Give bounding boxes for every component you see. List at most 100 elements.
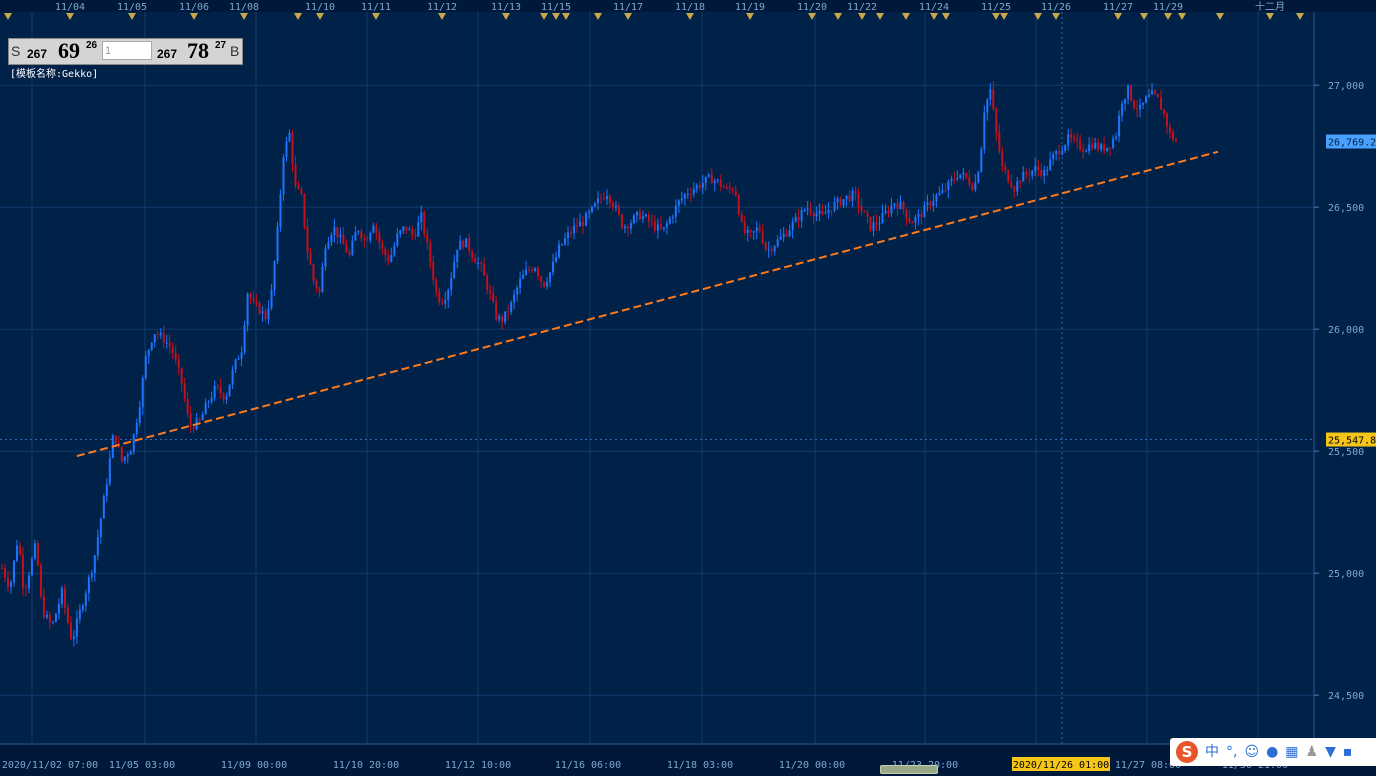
grid-icon[interactable]: ▪ — [1342, 744, 1353, 760]
trendline-layer[interactable] — [76, 150, 1219, 458]
bull-candle — [549, 272, 552, 282]
bear-candle — [1058, 151, 1061, 155]
bid-sup-price[interactable]: 26 — [86, 40, 98, 51]
bull-candle — [662, 227, 665, 229]
bull-candle — [959, 174, 962, 178]
y-tick-label: 24,500 — [1328, 691, 1364, 702]
buy-label[interactable]: B — [230, 43, 240, 59]
template-name-label: [模板名称:Gekko] — [10, 69, 99, 80]
keyboard-icon[interactable]: ▦ — [1285, 744, 1299, 760]
top-date-label: 11/27 — [1103, 2, 1133, 13]
bear-candle — [965, 172, 968, 178]
bear-candle — [902, 202, 905, 210]
bear-candle — [1, 568, 3, 570]
y-tick-label: 26,000 — [1328, 325, 1364, 336]
bear-candle — [848, 195, 851, 201]
ask-sup-price[interactable]: 27 — [215, 40, 227, 51]
bear-candle — [495, 301, 498, 320]
bull-candle — [210, 397, 213, 402]
bull-candle — [755, 227, 758, 232]
bull-candle — [57, 603, 60, 614]
bull-candle — [420, 212, 423, 223]
bear-candle — [905, 209, 908, 219]
bull-candle — [932, 200, 935, 206]
bottom-time-label: 11/12 10:00 — [445, 760, 511, 771]
bull-candle — [926, 202, 929, 205]
bull-candle — [558, 244, 561, 257]
top-date-label: 11/24 — [919, 2, 949, 13]
bear-candle — [1136, 108, 1139, 110]
bear-candle — [1133, 100, 1136, 109]
bull-candle — [614, 205, 617, 208]
quantity-input[interactable]: 1 — [102, 41, 152, 60]
bear-candle — [486, 275, 489, 291]
date-marker-icon — [808, 13, 816, 20]
bull-candle — [695, 185, 698, 190]
bull-candle — [776, 239, 779, 247]
bull-candle — [1124, 99, 1127, 104]
emoji-icon[interactable]: ☺ — [1244, 744, 1260, 760]
microphone-icon[interactable]: ● — [1266, 744, 1279, 760]
bear-candle — [743, 221, 746, 234]
bull-candle — [899, 202, 902, 209]
bull-candle — [15, 545, 18, 561]
bid-main-price[interactable]: 69 — [58, 38, 80, 63]
bid-prefix[interactable]: 267 — [27, 47, 48, 61]
bull-candle — [516, 287, 519, 295]
bear-candle — [423, 212, 426, 235]
shirt-icon[interactable]: ▼ — [1325, 744, 1336, 760]
bull-candle — [123, 456, 126, 462]
bear-candle — [887, 210, 890, 214]
user-icon[interactable]: ♟ — [1305, 744, 1319, 760]
bear-candle — [345, 244, 348, 253]
bull-candle — [561, 244, 564, 246]
bear-candle — [1001, 151, 1004, 167]
bull-candle — [522, 274, 525, 279]
bull-candle — [351, 240, 354, 255]
bear-candle — [6, 578, 9, 588]
bear-candle — [384, 248, 387, 256]
sogou-logo-icon[interactable]: S — [1176, 741, 1198, 763]
bull-candle — [782, 234, 785, 237]
bull-candle — [623, 226, 626, 228]
bear-candle — [617, 205, 620, 215]
bull-candle — [773, 246, 776, 252]
bull-candle — [980, 149, 983, 172]
ask-prefix[interactable]: 267 — [157, 47, 178, 61]
sell-label[interactable]: S — [11, 43, 21, 59]
punctuation-icon[interactable]: °, — [1226, 744, 1238, 760]
bull-candle — [207, 401, 210, 403]
bull-candle — [135, 422, 138, 435]
bull-candle — [525, 269, 528, 275]
bull-candle — [767, 249, 770, 251]
date-marker-icon — [746, 13, 754, 20]
bull-candle — [396, 233, 399, 246]
bear-candle — [770, 249, 773, 252]
bear-candle — [249, 294, 252, 299]
top-date-label: 11/22 — [847, 2, 877, 13]
bear-candle — [1157, 94, 1160, 98]
bear-candle — [342, 234, 345, 245]
bull-candle — [890, 205, 893, 214]
bear-candle — [749, 229, 752, 233]
bull-candle — [1067, 134, 1070, 146]
trendline[interactable] — [76, 150, 1219, 458]
ask-main-price[interactable]: 78 — [187, 38, 209, 63]
bull-candle — [1139, 104, 1142, 110]
bull-candle — [590, 206, 593, 212]
bear-candle — [953, 179, 956, 181]
chinese-input-icon[interactable]: 中 — [1205, 744, 1219, 760]
bear-candle — [1097, 142, 1100, 150]
bear-candle — [995, 108, 998, 133]
bear-candle — [189, 413, 192, 427]
bull-candle — [632, 215, 635, 224]
bear-candle — [462, 240, 465, 248]
bull-candle — [701, 183, 704, 188]
bear-candle — [758, 227, 761, 232]
bear-candle — [540, 276, 543, 282]
bull-candle — [81, 605, 84, 610]
date-marker-icon — [502, 13, 510, 20]
scrollbar-thumb[interactable] — [880, 765, 938, 774]
